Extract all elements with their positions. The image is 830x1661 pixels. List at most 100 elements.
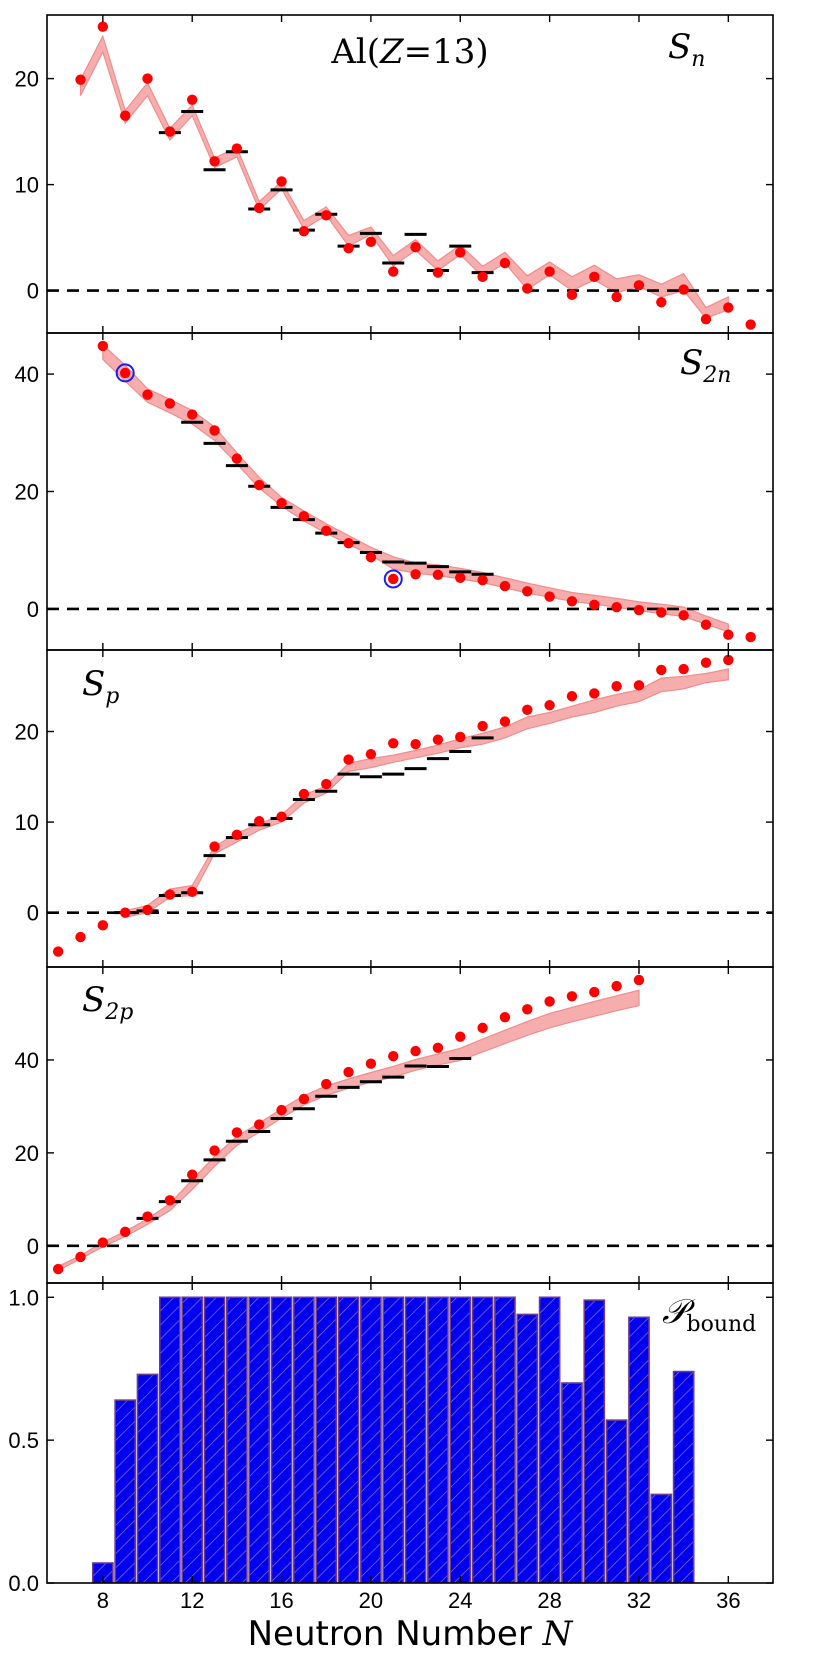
prediction-point	[522, 586, 533, 597]
prediction-point	[611, 601, 622, 613]
prediction-point	[432, 267, 444, 278]
panel-title: S2n	[680, 343, 731, 388]
prediction-point	[276, 498, 287, 509]
y-tick-label: 10	[15, 810, 39, 835]
panel-title: 𝒫bound	[662, 1292, 756, 1337]
prediction-point	[388, 1051, 399, 1062]
prediction-point	[522, 704, 533, 715]
prediction-point	[477, 1022, 488, 1034]
prediction-point	[633, 974, 645, 986]
prediction-point	[343, 243, 354, 254]
prediction-point	[75, 74, 86, 85]
prediction-point	[589, 986, 600, 998]
y-tick-label: 0.0	[8, 1571, 39, 1596]
prediction-point	[499, 1011, 511, 1023]
prediction-point	[276, 1104, 287, 1116]
bar	[360, 1296, 382, 1583]
prediction-point	[164, 126, 176, 137]
figure-title: Al(Z=13)	[330, 32, 488, 72]
panels: 0 10 20 Sn 0 20 40 S2n 0 10 20 Sp 0 20 40 S2p 0.0 0.5 1.0 𝒫…	[8, 14, 774, 1596]
prediction-point	[187, 94, 198, 106]
prediction-point	[97, 920, 109, 931]
prediction-point	[455, 1031, 466, 1042]
prediction-point	[164, 1195, 176, 1206]
prediction-point	[276, 176, 287, 187]
prediction-point	[544, 591, 555, 602]
prediction-point	[678, 284, 689, 295]
bar	[203, 1296, 226, 1583]
plot-area	[91, 1296, 695, 1583]
bar	[672, 1370, 695, 1583]
bar	[226, 1296, 248, 1583]
prediction-point	[656, 297, 667, 308]
bar	[159, 1296, 181, 1583]
panel-frame	[46, 1282, 774, 1584]
prediction-point	[321, 210, 332, 221]
prediction-point	[298, 510, 310, 522]
bar	[538, 1296, 561, 1583]
y-tick-label: 0	[27, 1234, 39, 1259]
prediction-point	[388, 573, 399, 585]
x-tick-label: 36	[716, 1588, 740, 1613]
prediction-point	[388, 738, 399, 749]
prediction-point	[477, 271, 488, 283]
prediction-point	[97, 1237, 109, 1248]
prediction-point	[209, 841, 220, 852]
prediction-point	[343, 754, 354, 765]
x-tick-label: 8	[97, 1588, 109, 1613]
y-tick-label: 0	[27, 279, 39, 304]
bar	[248, 1296, 271, 1583]
prediction-point	[633, 680, 645, 691]
prediction-point	[723, 629, 734, 640]
prediction-point	[209, 156, 220, 167]
prediction-point	[209, 1145, 220, 1156]
prediction-point	[566, 991, 578, 1002]
prediction-point	[566, 289, 578, 301]
prediction-point	[321, 1078, 332, 1090]
y-tick-label: 20	[15, 720, 39, 745]
prediction-point	[544, 996, 555, 1007]
plot-area	[47, 21, 773, 330]
y-tick-label: 20	[15, 480, 39, 505]
bar	[516, 1313, 539, 1583]
bar	[605, 1419, 628, 1583]
prediction-point	[723, 654, 734, 666]
bar	[583, 1299, 606, 1583]
prediction-point	[410, 738, 421, 750]
plot-area	[47, 340, 773, 643]
y-tick-label: 1.0	[8, 1285, 39, 1310]
panel-sp: 0 10 20 Sp	[15, 649, 774, 968]
prediction-point	[254, 479, 265, 491]
panel-frame	[46, 649, 774, 968]
x-tick-label: 16	[269, 1588, 293, 1613]
prediction-point	[455, 731, 466, 743]
x-axis: 8 12 16 20 24 28 32 36	[97, 1588, 741, 1613]
prediction-point	[97, 21, 109, 32]
prediction-point	[97, 340, 109, 352]
bar	[494, 1296, 516, 1583]
prediction-point	[656, 664, 667, 676]
x-tick-label: 20	[359, 1588, 383, 1613]
prediction-point	[365, 236, 377, 248]
x-axis-label: Neutron Number N	[248, 1614, 574, 1654]
prediction-point	[231, 1127, 243, 1138]
bar	[114, 1399, 137, 1583]
prediction-point	[187, 409, 198, 420]
prediction-point	[75, 931, 86, 943]
prediction-point	[164, 398, 176, 409]
panel-s2p: 0 20 40 S2p	[15, 966, 774, 1284]
bar	[628, 1316, 650, 1583]
prediction-point	[142, 1211, 153, 1222]
prediction-point	[455, 572, 466, 583]
uncertainty-band	[102, 343, 729, 633]
prediction-point	[745, 631, 756, 643]
prediction-point	[410, 1045, 421, 1057]
prediction-point	[432, 569, 444, 581]
prediction-point	[343, 537, 354, 549]
y-tick-label: 20	[15, 67, 39, 92]
prediction-point	[75, 1251, 86, 1263]
prediction-point	[321, 525, 332, 537]
prediction-point	[745, 319, 756, 330]
prediction-point	[611, 291, 622, 303]
